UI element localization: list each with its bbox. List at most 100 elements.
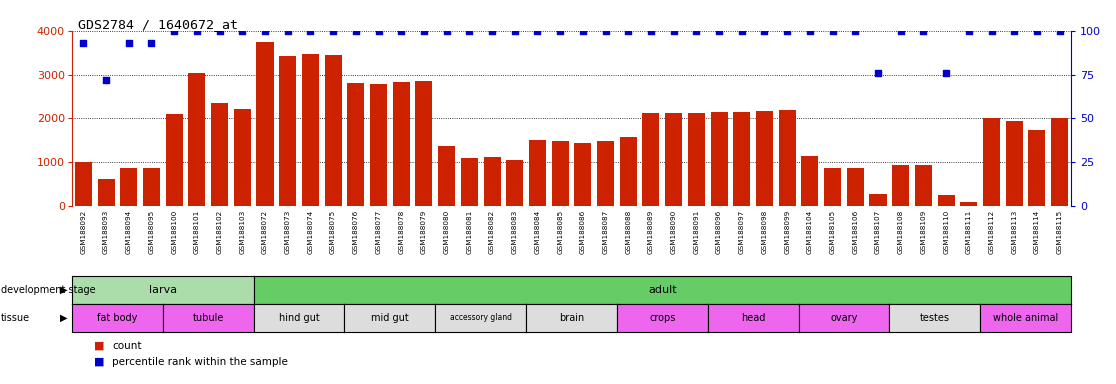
Point [846,28,864,34]
Bar [325,55,341,206]
Bar [483,157,501,206]
Text: GSM188084: GSM188084 [535,210,540,254]
Text: accessory gland: accessory gland [450,313,511,323]
Bar [189,73,205,206]
Text: GSM188102: GSM188102 [217,210,222,254]
Bar [801,156,818,206]
Point [937,70,955,76]
Point [369,28,387,34]
Text: hind gut: hind gut [279,313,319,323]
Bar [233,109,251,206]
Text: GSM188103: GSM188103 [239,210,246,254]
Bar [687,113,705,206]
Bar [439,147,455,206]
Point [75,40,93,46]
Text: ■: ■ [95,357,105,367]
Text: brain: brain [559,313,584,323]
Text: ▶: ▶ [60,285,68,295]
Bar [892,166,910,206]
Text: GSM188097: GSM188097 [739,210,744,254]
Point [574,28,591,34]
Bar [393,82,410,206]
Text: head: head [741,313,766,323]
Bar [507,161,523,206]
Text: larva: larva [148,285,176,295]
Text: GSM188083: GSM188083 [512,210,518,254]
Bar [847,168,864,206]
Point [529,28,547,34]
Text: tissue: tissue [1,313,30,323]
Bar [75,162,92,206]
Bar [165,114,183,206]
Text: GSM188107: GSM188107 [875,210,881,254]
Text: GSM188108: GSM188108 [897,210,904,254]
Point [119,40,137,46]
Text: adult: adult [648,285,676,295]
Point [506,28,523,34]
Point [1006,28,1023,34]
Text: GSM188105: GSM188105 [829,210,836,254]
Point [597,28,615,34]
Text: GSM188113: GSM188113 [1011,210,1018,254]
Text: GSM188081: GSM188081 [466,210,472,254]
Text: GSM188112: GSM188112 [989,210,994,254]
Point [733,28,751,34]
Point [211,28,229,34]
Bar [733,113,750,206]
Point [778,28,796,34]
Text: GSM188080: GSM188080 [444,210,450,254]
Bar [869,194,886,206]
Point [687,28,705,34]
Point [165,28,183,34]
Point [415,28,433,34]
Bar [665,113,682,206]
Bar [529,141,546,206]
Text: GSM188077: GSM188077 [375,210,382,254]
Point [233,28,251,34]
Point [982,28,1000,34]
Text: GSM188078: GSM188078 [398,210,404,254]
Text: GDS2784 / 1640672_at: GDS2784 / 1640672_at [78,18,238,31]
Text: GSM188109: GSM188109 [921,210,926,254]
Point [914,28,932,34]
Bar [960,202,978,206]
Bar [415,81,432,206]
Text: ovary: ovary [830,313,857,323]
Text: GSM188075: GSM188075 [330,210,336,254]
Point [461,28,479,34]
Bar [347,83,364,206]
Point [1028,28,1046,34]
Text: GSM188086: GSM188086 [580,210,586,254]
Text: GSM188096: GSM188096 [716,210,722,254]
Text: GSM188072: GSM188072 [262,210,268,254]
Point [187,28,205,34]
Point [710,28,728,34]
Bar [643,113,660,206]
Text: GSM188082: GSM188082 [489,210,496,254]
Text: GSM188114: GSM188114 [1033,210,1040,254]
Text: GSM188089: GSM188089 [648,210,654,254]
Bar [756,111,773,206]
Text: GSM188094: GSM188094 [126,210,132,254]
Bar [915,166,932,206]
Text: GSM188073: GSM188073 [285,210,290,254]
Text: GSM188095: GSM188095 [148,210,154,254]
Bar [1029,130,1046,206]
Point [393,28,411,34]
Text: development stage: development stage [1,285,96,295]
Point [279,28,297,34]
Bar [257,42,273,206]
Bar [279,56,296,206]
Point [869,70,887,76]
Text: GSM188079: GSM188079 [421,210,427,254]
Text: GSM188074: GSM188074 [307,210,314,254]
Point [801,28,819,34]
Point [824,28,841,34]
Point [892,28,910,34]
Bar [937,195,954,206]
Text: fat body: fat body [97,313,137,323]
Text: GSM188093: GSM188093 [103,210,109,254]
Bar [983,119,1000,206]
Bar [597,141,614,206]
Text: mid gut: mid gut [371,313,408,323]
